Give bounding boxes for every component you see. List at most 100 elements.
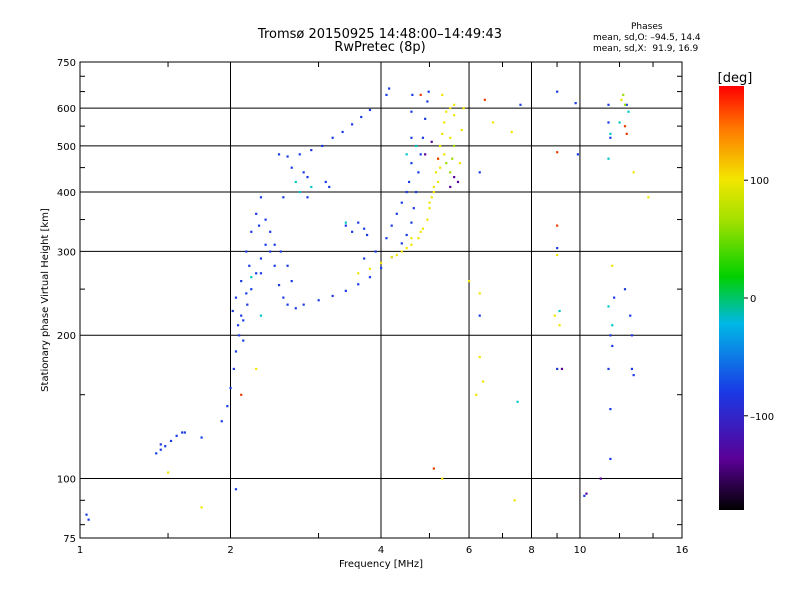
scatter-point: [574, 102, 577, 105]
scatter-point: [609, 132, 612, 135]
scatter-point: [264, 243, 267, 246]
grid-lines: [80, 62, 682, 538]
scatter-point: [458, 162, 461, 165]
scatter-point: [622, 93, 625, 96]
scatter-point: [611, 344, 614, 348]
scatter-point: [443, 121, 446, 124]
scatter-point: [491, 121, 495, 124]
scatter-point: [277, 153, 281, 156]
scatter-point: [321, 144, 324, 148]
scatter-point: [328, 185, 331, 189]
scatter-point: [607, 367, 610, 371]
scatter-point: [380, 261, 383, 264]
x-tick-label: 1: [77, 545, 83, 556]
scatter-point: [405, 190, 408, 194]
scatter-point: [630, 367, 634, 371]
scatter-point: [468, 280, 471, 283]
scatter-point: [282, 196, 285, 199]
scatter-point: [618, 121, 621, 124]
y-tick-label: 400: [57, 188, 76, 199]
scatter-point: [363, 227, 366, 230]
colorbar-tick-label: 100: [750, 176, 769, 187]
scatter-point: [417, 171, 420, 174]
y-tick-label: 500: [57, 142, 76, 153]
scatter-point: [269, 230, 272, 233]
scatter-point: [400, 250, 403, 253]
x-tick-label: 6: [466, 545, 472, 556]
scatter-point: [611, 324, 614, 327]
scatter-point: [368, 267, 372, 270]
scatter-point: [510, 130, 513, 134]
scatter-point: [405, 153, 408, 156]
scatter-point: [242, 319, 245, 322]
scatter-point: [331, 294, 334, 298]
scatter-point: [395, 212, 398, 215]
scatter-point: [273, 264, 276, 267]
scatter-point: [385, 93, 388, 96]
scatter-point: [424, 117, 427, 120]
scatter-point: [462, 107, 465, 110]
scatter-point: [234, 350, 238, 353]
scatter-point: [519, 103, 522, 106]
scatter-point: [553, 314, 556, 317]
scatter-point: [159, 448, 162, 451]
scatter-point: [632, 171, 635, 174]
scatter-point: [421, 227, 425, 230]
scatter-point: [220, 420, 223, 423]
scatter-point: [257, 224, 261, 227]
scatter-point: [234, 296, 238, 299]
scatter-point: [445, 162, 448, 165]
y-tick-label: 600: [57, 104, 76, 115]
scatter-point: [405, 233, 408, 237]
scatter-point: [306, 196, 309, 199]
scatter-point: [231, 309, 234, 313]
scatter-point: [229, 386, 232, 390]
scatter-point: [410, 136, 413, 139]
scatter-point: [556, 224, 559, 227]
scatter-point: [451, 157, 454, 160]
scatter-point: [385, 237, 388, 240]
x-tick-label: 2: [227, 545, 233, 556]
scatter-point: [310, 148, 313, 152]
scatter-point: [368, 108, 372, 112]
scatter-point: [453, 114, 456, 117]
scatter-point: [426, 100, 429, 103]
scatter-point: [365, 233, 369, 237]
scatter-point: [246, 303, 249, 306]
scatter-point: [302, 303, 305, 306]
scatter-point: [629, 314, 632, 317]
x-tick-label: 8: [528, 545, 534, 556]
scatter-point: [613, 296, 616, 299]
chart-subtitle: RwPretec (8p): [334, 40, 426, 55]
scatter-point: [290, 280, 293, 283]
scatter-point: [556, 247, 559, 250]
scatter-point: [609, 457, 612, 461]
scatter-point: [449, 185, 452, 189]
phases-o-stats: mean, sd,O: –94.5, 14.4: [593, 33, 701, 43]
scatter-point: [380, 266, 383, 270]
scatter-point: [558, 324, 561, 327]
scatter-point: [248, 264, 251, 267]
scatter-point: [415, 190, 418, 194]
scatter-point: [482, 380, 485, 383]
y-tick-label: 100: [57, 475, 76, 486]
scatter-point: [427, 90, 430, 93]
scatter-point: [226, 405, 229, 408]
scatter-point: [560, 367, 564, 371]
scatter-point: [286, 303, 289, 306]
scatter-point: [232, 367, 235, 371]
scatter-point: [400, 201, 403, 204]
scatter-point: [449, 171, 452, 174]
scatter-point: [419, 153, 422, 156]
scatter-point: [282, 296, 285, 299]
scatter-point: [390, 224, 393, 227]
x-tick-label: 10: [574, 545, 587, 556]
scatter-point: [607, 157, 610, 160]
scatter-point: [410, 110, 413, 113]
scatter-point: [478, 171, 481, 174]
phases-box-title: Phases: [631, 22, 663, 32]
scatter-point: [298, 153, 301, 156]
scatter-point: [236, 324, 240, 327]
scatter-point: [443, 153, 446, 156]
scatter-point: [317, 299, 320, 302]
